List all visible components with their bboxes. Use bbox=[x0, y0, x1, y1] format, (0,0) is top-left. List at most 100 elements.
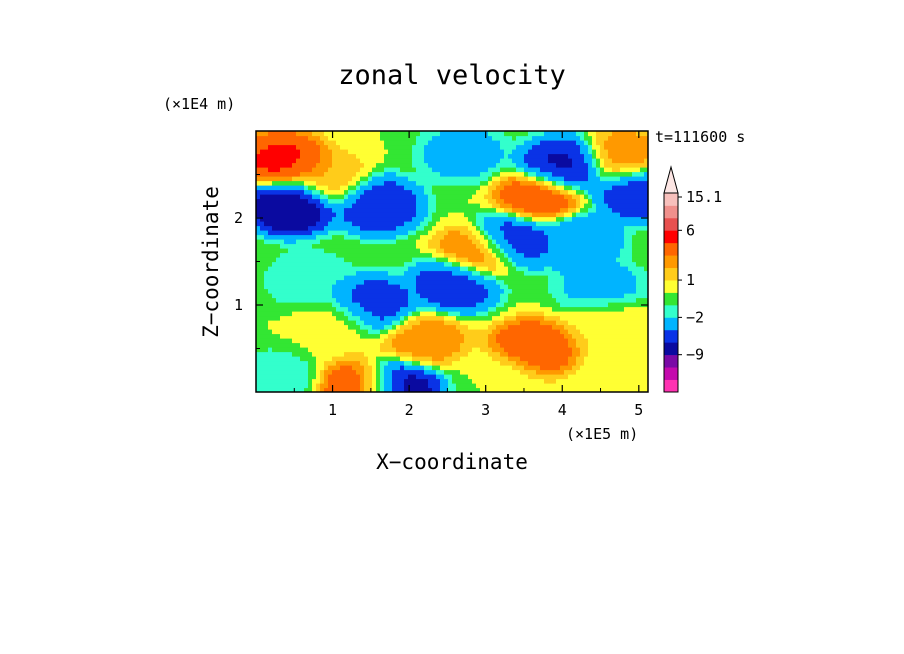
heatmap-cell bbox=[464, 270, 469, 276]
heatmap-cell bbox=[320, 347, 325, 353]
heatmap-cell bbox=[544, 342, 549, 348]
heatmap-cell bbox=[320, 387, 325, 392]
heatmap-cell bbox=[276, 212, 281, 218]
heatmap-cell bbox=[384, 149, 389, 155]
heatmap-cell bbox=[356, 378, 361, 384]
heatmap-cell bbox=[396, 180, 401, 186]
heatmap-cell bbox=[564, 302, 569, 308]
heatmap-cell bbox=[348, 135, 353, 141]
heatmap-cell bbox=[380, 230, 385, 236]
heatmap-cell bbox=[512, 257, 517, 263]
heatmap-cell bbox=[408, 302, 413, 308]
heatmap-cell bbox=[540, 275, 545, 281]
heatmap-cell bbox=[256, 162, 261, 168]
heatmap-cell bbox=[404, 338, 409, 344]
heatmap-cell bbox=[308, 203, 313, 209]
heatmap-cell bbox=[568, 338, 573, 344]
heatmap-cell bbox=[308, 279, 313, 285]
heatmap-cell bbox=[256, 369, 261, 375]
heatmap-cell bbox=[536, 378, 541, 384]
heatmap-cell bbox=[388, 324, 393, 330]
heatmap-cell bbox=[272, 243, 277, 249]
heatmap-cell bbox=[288, 383, 293, 389]
heatmap-cell bbox=[384, 167, 389, 173]
heatmap-cell bbox=[412, 144, 417, 150]
heatmap-cell bbox=[380, 153, 385, 159]
heatmap-cell bbox=[352, 171, 357, 177]
heatmap-cell bbox=[476, 153, 481, 159]
heatmap-cell bbox=[484, 153, 489, 159]
heatmap-cell bbox=[460, 167, 465, 173]
heatmap-cell bbox=[320, 257, 325, 263]
heatmap-cell bbox=[524, 288, 529, 294]
heatmap-cell bbox=[284, 176, 289, 182]
heatmap-cell bbox=[484, 378, 489, 384]
heatmap-cell bbox=[468, 239, 473, 245]
heatmap-cell bbox=[508, 194, 513, 200]
heatmap-cell bbox=[360, 212, 365, 218]
heatmap-cell bbox=[332, 329, 337, 335]
heatmap-cell bbox=[520, 185, 525, 191]
heatmap-cell bbox=[264, 288, 269, 294]
heatmap-cell bbox=[416, 333, 421, 339]
heatmap-cell bbox=[256, 212, 261, 218]
heatmap-cell bbox=[336, 279, 341, 285]
heatmap-cell bbox=[544, 329, 549, 335]
heatmap-cell bbox=[452, 351, 457, 357]
heatmap-cell bbox=[576, 360, 581, 366]
heatmap-cell bbox=[528, 324, 533, 330]
heatmap-cell bbox=[356, 374, 361, 380]
heatmap-cell bbox=[504, 185, 509, 191]
heatmap-cell bbox=[460, 261, 465, 267]
heatmap-cell bbox=[384, 378, 389, 384]
heatmap-cell bbox=[556, 158, 561, 164]
heatmap-cell bbox=[364, 230, 369, 236]
heatmap-cell bbox=[432, 360, 437, 366]
heatmap-cell bbox=[592, 252, 597, 258]
heatmap-cell bbox=[556, 221, 561, 227]
heatmap-cell bbox=[300, 189, 305, 195]
heatmap-cell bbox=[388, 284, 393, 290]
heatmap-cell bbox=[428, 149, 433, 155]
heatmap-cell bbox=[568, 162, 573, 168]
heatmap-cell bbox=[312, 297, 317, 303]
heatmap-cell bbox=[344, 374, 349, 380]
heatmap-cell bbox=[416, 306, 421, 312]
heatmap-cell bbox=[328, 360, 333, 366]
heatmap-cell bbox=[576, 135, 581, 141]
heatmap-cell bbox=[460, 189, 465, 195]
heatmap-cell bbox=[548, 162, 553, 168]
heatmap-cell bbox=[480, 270, 485, 276]
heatmap-cell bbox=[304, 140, 309, 146]
heatmap-cell bbox=[404, 261, 409, 267]
heatmap-cell bbox=[596, 266, 601, 272]
heatmap-cell bbox=[408, 378, 413, 384]
heatmap-cell bbox=[572, 189, 577, 195]
heatmap-cell bbox=[388, 347, 393, 353]
heatmap-cell bbox=[480, 153, 485, 159]
heatmap-cell bbox=[456, 365, 461, 371]
heatmap-cell bbox=[264, 329, 269, 335]
heatmap-cell bbox=[312, 180, 317, 186]
heatmap-cell bbox=[260, 252, 265, 258]
heatmap-cell bbox=[588, 297, 593, 303]
heatmap-cell bbox=[552, 347, 557, 353]
heatmap-cell bbox=[464, 333, 469, 339]
heatmap-cell bbox=[340, 266, 345, 272]
heatmap-cell bbox=[464, 135, 469, 141]
heatmap-cell bbox=[380, 342, 385, 348]
heatmap-cell bbox=[596, 225, 601, 231]
heatmap-cell bbox=[392, 360, 397, 366]
heatmap-cell bbox=[544, 176, 549, 182]
heatmap-cell bbox=[428, 374, 433, 380]
heatmap-cell bbox=[480, 279, 485, 285]
heatmap-cell bbox=[424, 333, 429, 339]
heatmap-cell bbox=[264, 230, 269, 236]
heatmap-cell bbox=[368, 360, 373, 366]
heatmap-cell bbox=[488, 329, 493, 335]
heatmap-cell bbox=[376, 257, 381, 263]
heatmap-cell bbox=[480, 194, 485, 200]
heatmap-cell bbox=[444, 320, 449, 326]
heatmap-cell bbox=[360, 356, 365, 362]
heatmap-cell bbox=[452, 135, 457, 141]
